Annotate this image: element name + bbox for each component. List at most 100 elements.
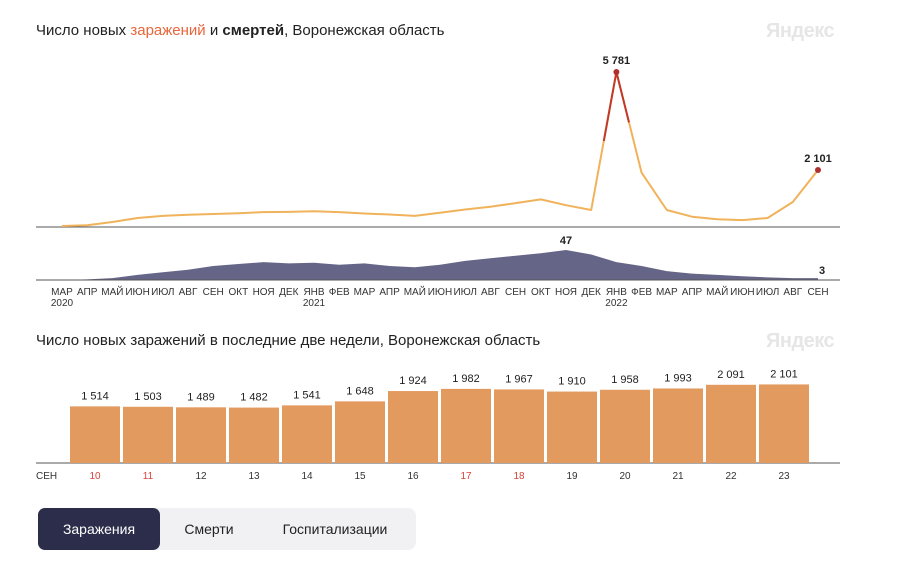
bar	[706, 384, 756, 463]
bar-value-label: 2 091	[717, 369, 745, 381]
x-tick-label: ИЮЛ	[453, 287, 476, 298]
x-tick-label: МАР	[656, 287, 678, 298]
deaths-peak-label: 47	[560, 235, 572, 247]
bar-value-label: 1 648	[346, 385, 374, 397]
x-tick-label: МАР	[51, 287, 73, 298]
title-and: и	[205, 22, 223, 39]
bar-category-label: 13	[248, 471, 260, 482]
bar-category-label: 10	[89, 471, 101, 482]
bar-category-label: 14	[301, 471, 313, 482]
bar	[653, 388, 703, 463]
x-tick-label: НОЯ	[253, 287, 275, 298]
tab-hospitalizations[interactable]: Госпитализации	[282, 521, 388, 537]
bar-category-label: 19	[566, 471, 578, 482]
bar-category-label: 17	[460, 471, 472, 482]
bar-category-label: 16	[407, 471, 419, 482]
bar	[176, 407, 226, 463]
x-tick-label: ИЮН	[428, 287, 453, 298]
x-tick-label: МАЙ	[101, 285, 123, 298]
tab-infections[interactable]: Заражения	[38, 508, 160, 550]
x-tick-label: ФЕВ	[329, 287, 350, 298]
bar-value-label: 1 489	[187, 391, 215, 403]
x-tick-label: ЯНВ	[303, 287, 324, 298]
bar-category-label: 18	[513, 471, 525, 482]
x-tick-label: НОЯ	[555, 287, 577, 298]
x-tick-label: АПР	[379, 287, 400, 298]
x-tick-label: АВГ	[481, 287, 500, 298]
bar-category-label: 15	[354, 471, 366, 482]
infections-line	[61, 71, 819, 227]
title-infections: заражений	[130, 22, 206, 39]
infections-peak-point	[613, 69, 620, 75]
bar-category-label: 23	[778, 471, 790, 482]
x-tick-label: АВГ	[783, 287, 802, 298]
bar-category-label: 11	[143, 471, 154, 482]
bar	[229, 407, 279, 463]
x-tick-label: ИЮН	[730, 287, 755, 298]
bar-category-label: 20	[619, 471, 631, 482]
bar	[441, 388, 491, 463]
bar-value-label: 1 514	[81, 390, 109, 402]
infections-peak-label: 5 781	[603, 55, 631, 67]
x-tick-label: МАЙ	[404, 285, 426, 298]
x-tick-label: МАЙ	[706, 285, 728, 298]
bar-category-label: 12	[195, 471, 207, 482]
chart2-title: Число новых заражений в последние две не…	[36, 332, 541, 349]
yandex-logo: Яндекс	[766, 20, 835, 42]
chart1-title: Число новых заражений и смертей, Воронеж…	[36, 22, 445, 39]
bar-value-label: 1 482	[240, 392, 268, 404]
bar-value-label: 1 993	[664, 372, 692, 384]
bar-value-label: 2 101	[770, 368, 798, 380]
x-tick-label: МАР	[354, 287, 376, 298]
yandex-logo-2: Яндекс	[766, 330, 835, 352]
infections-last-point	[815, 167, 821, 174]
metric-tabs: Заражения Смерти Госпитализации	[38, 508, 416, 550]
bar-value-label: 1 924	[399, 375, 427, 387]
x-tick-label: ОКТ	[229, 287, 249, 298]
x-tick-label: ЯНВ	[606, 287, 627, 298]
bar-value-label: 1 967	[505, 373, 533, 385]
bar	[335, 401, 385, 463]
bar	[600, 389, 650, 463]
x-tick-label: АПР	[77, 287, 98, 298]
bar	[547, 391, 597, 463]
bar-value-label: 1 910	[558, 376, 586, 388]
tab-deaths[interactable]: Смерти	[184, 521, 234, 537]
bar-category-label: 22	[725, 471, 737, 482]
title-suffix: , Воронежская область	[284, 22, 445, 39]
x-tick-label: СЕН	[203, 287, 224, 298]
x-tick-label: АПР	[682, 287, 703, 298]
bar	[759, 384, 809, 463]
x-tick-label: ИЮН	[125, 287, 150, 298]
title-deaths: смертей	[222, 22, 285, 39]
bar	[123, 406, 173, 463]
bar-value-label: 1 503	[134, 391, 162, 403]
infections-last-label: 2 101	[804, 153, 832, 165]
title-prefix: Число новых	[36, 22, 131, 39]
bar	[388, 391, 438, 463]
x-tick-label: ДЕК	[279, 287, 298, 298]
x-tick-label: СЕН	[505, 287, 526, 298]
two-weeks-bar-chart: 1 514 10 1 503 11 1 489 12 1 482 13 1 541 14 1 648…	[36, 368, 840, 482]
bar-value-label: 1 958	[611, 374, 639, 386]
x-tick-label: ДЕК	[582, 287, 601, 298]
year-label: 2020	[51, 298, 74, 309]
deaths-last-label: 3	[819, 265, 825, 277]
year-label: 2021	[303, 298, 326, 309]
year-label: 2022	[605, 298, 628, 309]
x-tick-label: ИЮЛ	[756, 287, 779, 298]
bar-category-label: 21	[672, 471, 684, 482]
bar-value-label: 1 541	[293, 389, 321, 401]
x-tick-label: ФЕВ	[631, 287, 652, 298]
month-label: СЕН	[36, 471, 57, 482]
x-tick-label: ОКТ	[531, 287, 551, 298]
x-tick-label: СЕН	[807, 287, 828, 298]
deaths-area	[62, 250, 818, 280]
bar	[494, 389, 544, 463]
bar-value-label: 1 982	[452, 373, 480, 385]
x-tick-label: ИЮЛ	[151, 287, 174, 298]
x-tick-label: АВГ	[179, 287, 198, 298]
bar	[70, 406, 120, 463]
bar	[282, 405, 332, 463]
